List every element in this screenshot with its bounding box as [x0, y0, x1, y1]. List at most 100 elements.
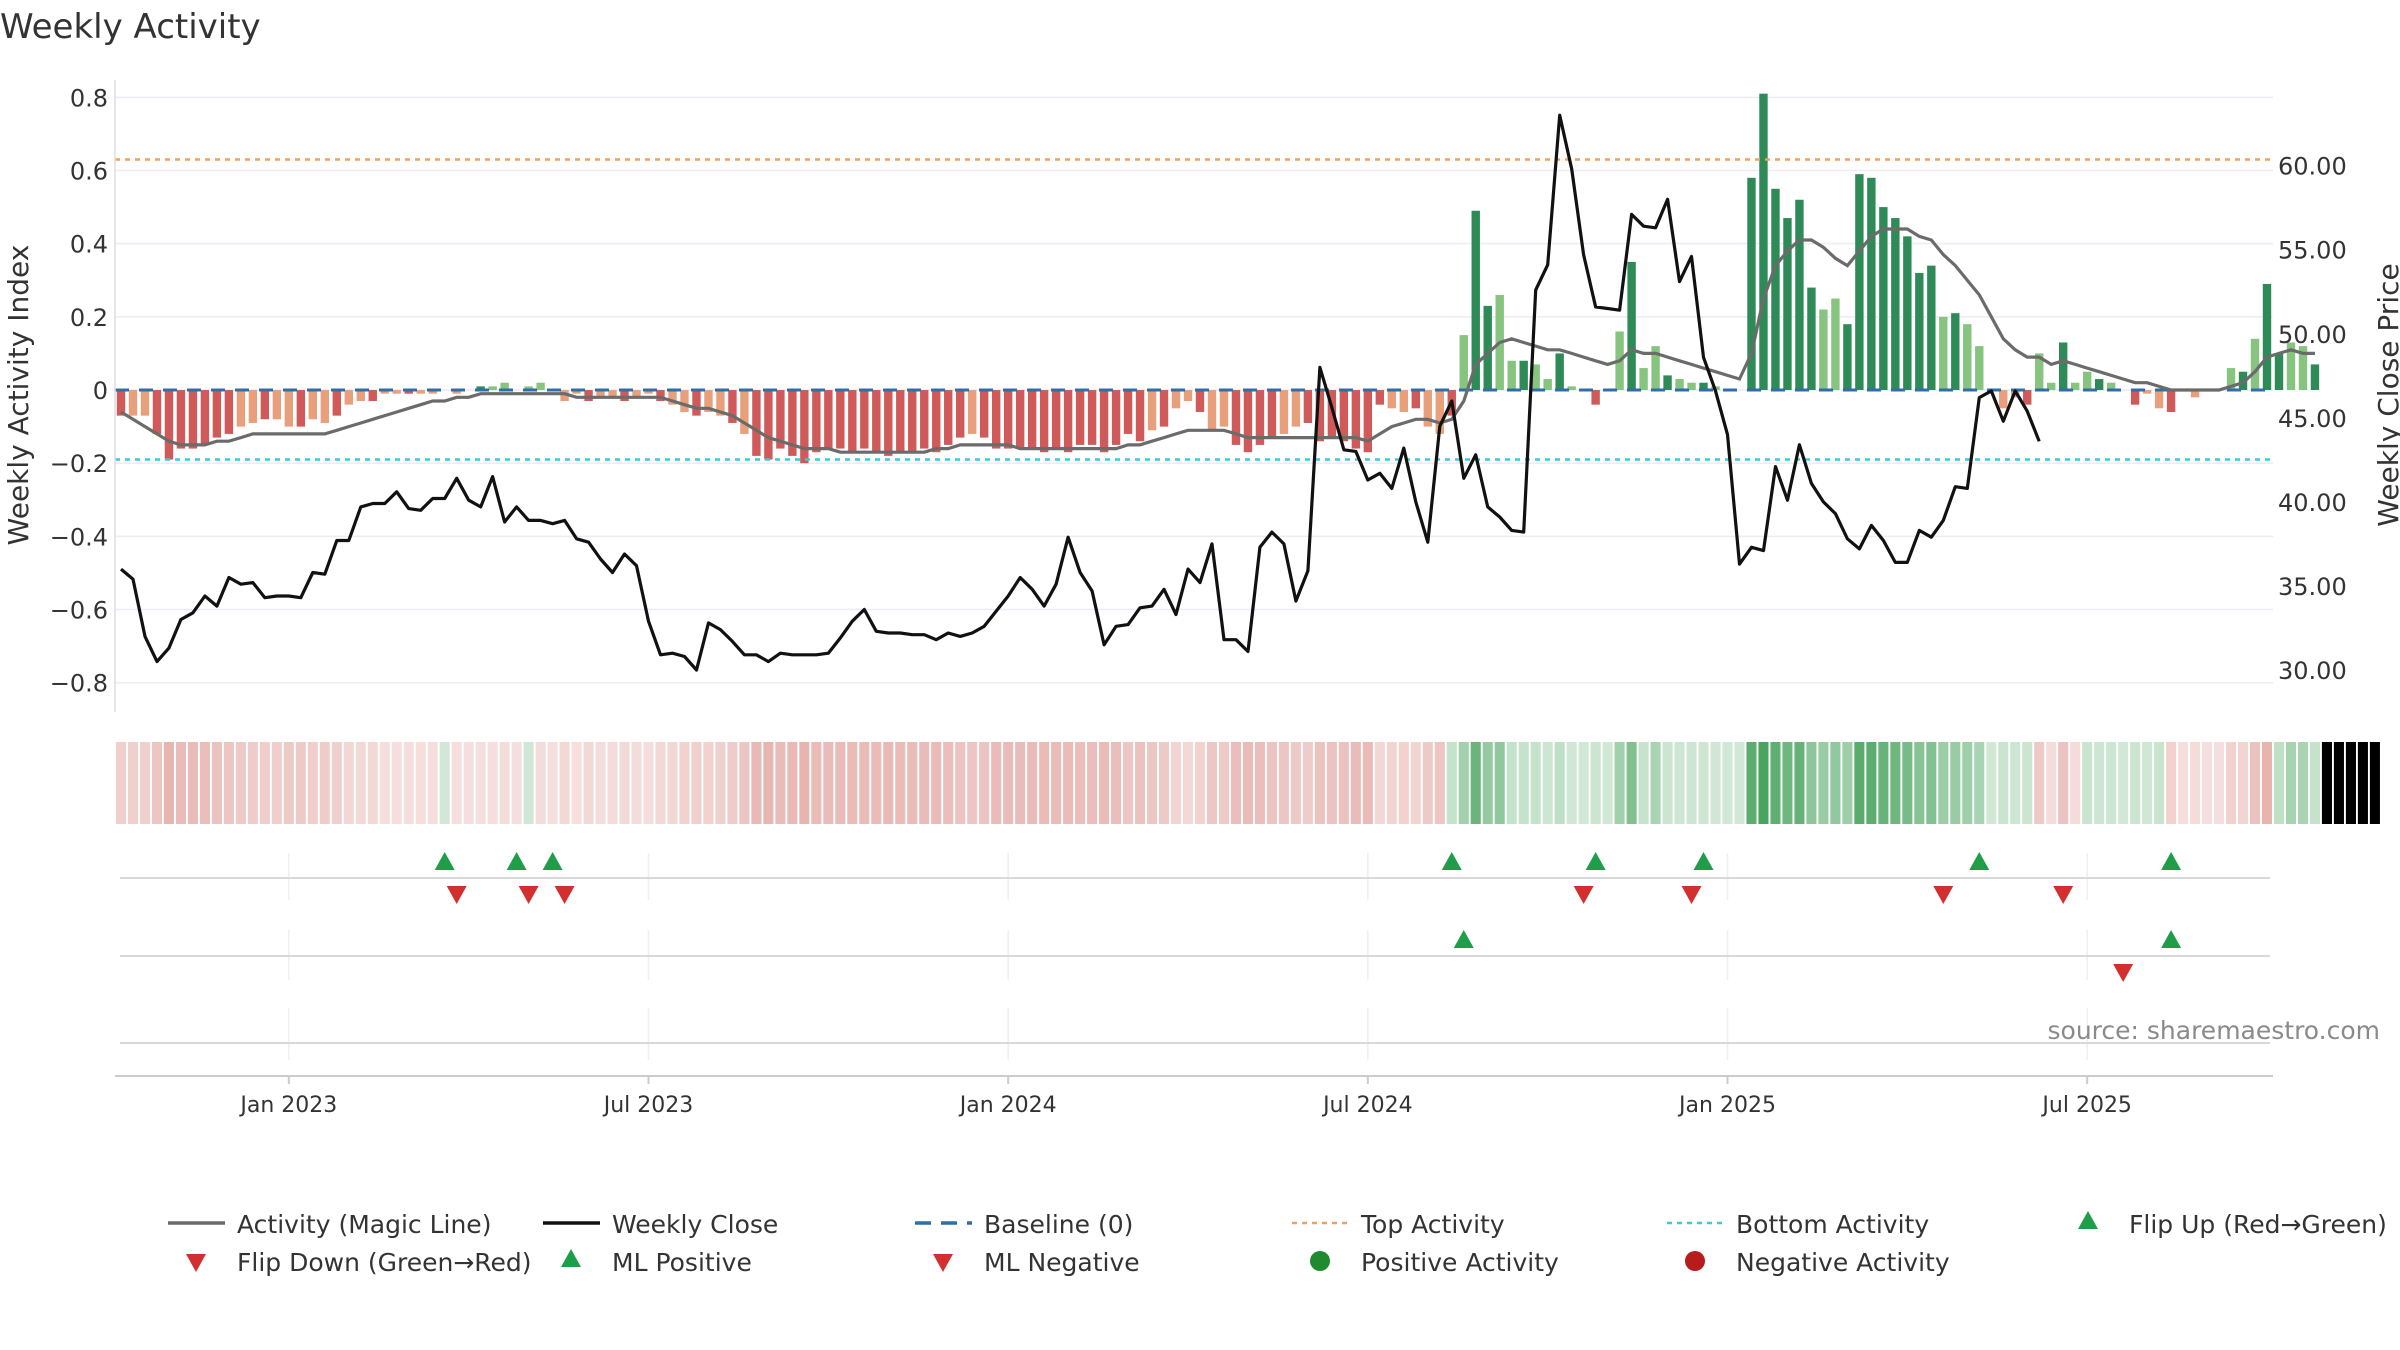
heat-cell — [1830, 742, 1841, 824]
heat-cell — [823, 742, 834, 824]
heat-cell — [2022, 742, 2033, 824]
activity-bar — [176, 390, 186, 449]
activity-bar — [1099, 390, 1109, 453]
activity-bar — [212, 390, 222, 438]
axes: 0.8 0.6 0.4 0.2 0 −0.2 −0.4 −0.6 −0.8 60.00 55.00 5… — [50, 80, 2347, 712]
heat-cell — [415, 742, 426, 824]
activity-bar — [1207, 390, 1217, 431]
heat-cell — [571, 742, 582, 824]
activity-bar — [1159, 390, 1169, 427]
heat-cell — [619, 742, 630, 824]
activity-bar — [1519, 360, 1528, 391]
heat-cell — [1722, 742, 1733, 824]
y-tick-left: −0.6 — [50, 597, 108, 625]
heat-cell — [1099, 742, 1110, 824]
x-tick-label: Jan 2023 — [238, 1093, 337, 1118]
activity-bar — [1951, 313, 1960, 391]
legend-label: Top Activity — [1360, 1210, 1505, 1239]
heat-cell — [1626, 742, 1637, 824]
heat-cell — [595, 742, 606, 824]
activity-bar — [1279, 390, 1289, 434]
activity-bar — [2023, 390, 2032, 405]
activity-bar — [1903, 236, 1912, 391]
activity-bar — [1543, 379, 1552, 391]
activity-bar — [812, 390, 821, 453]
heat-cell — [1554, 742, 1565, 824]
heat-cell — [1158, 742, 1170, 824]
heat-cell — [1746, 742, 1757, 824]
heat-cell — [1266, 742, 1277, 824]
heat-cell — [535, 742, 546, 824]
heat-cell — [1950, 742, 1961, 824]
heat-cell — [1674, 742, 1685, 824]
activity-bar — [991, 390, 1001, 449]
activity-bar — [152, 390, 162, 434]
activity-bar — [344, 390, 353, 405]
heat-cell — [703, 742, 714, 824]
activity-bar — [656, 390, 665, 401]
flip-down-marker — [518, 886, 539, 904]
activity-bar — [1267, 390, 1277, 438]
activity-heat-strip — [115, 742, 2380, 824]
heat-cell — [2058, 742, 2069, 824]
activity-bar — [1183, 390, 1193, 401]
heat-cell — [1027, 742, 1038, 824]
heat-cell — [1638, 742, 1649, 824]
flip-down-marker — [554, 886, 575, 904]
activity-bar — [1843, 324, 1852, 391]
heat-cell — [211, 742, 222, 824]
activity-bar — [1327, 390, 1337, 438]
activity-bar — [2094, 379, 2104, 391]
activity-bar — [1255, 390, 1265, 445]
heat-cell — [439, 742, 450, 824]
heat-cell — [343, 742, 354, 824]
heat-cell — [2226, 742, 2237, 824]
y-tick-right: 30.00 — [2278, 657, 2347, 685]
heat-cell — [775, 742, 786, 824]
activity-bar — [1879, 207, 1888, 391]
heat-cell — [1734, 742, 1745, 824]
ml-negative-marker — [2113, 964, 2134, 982]
activity-bar — [1639, 368, 1648, 391]
heat-cell — [1326, 742, 1337, 824]
heat-cell — [1698, 742, 1709, 824]
activity-bar — [752, 390, 761, 456]
activity-bar — [704, 390, 713, 412]
activity-bar — [908, 390, 917, 453]
activity-bar — [2250, 338, 2260, 391]
activity-bar — [776, 390, 785, 449]
activity-bar — [1003, 390, 1013, 449]
heat-cell — [307, 742, 318, 824]
heat-cell — [1518, 742, 1529, 824]
heat-cell — [1866, 742, 1877, 824]
activity-bar — [2106, 382, 2116, 391]
heat-cell — [2357, 742, 2368, 824]
activity-bar — [188, 390, 198, 449]
activity-bar — [1867, 177, 1876, 391]
legend-label: Negative Activity — [1736, 1248, 1950, 1277]
activity-bar — [1795, 199, 1804, 391]
activity-bar — [2070, 382, 2080, 391]
activity-bar — [1087, 390, 1097, 445]
y-tick-left: 0 — [93, 377, 108, 405]
legend-label: Activity (Magic Line) — [237, 1210, 491, 1239]
heat-cell — [2118, 742, 2129, 824]
heat-cell — [163, 742, 174, 824]
y-tick-right: 45.00 — [2278, 405, 2347, 433]
y-tick-right: 35.00 — [2278, 573, 2347, 601]
activity-bar — [2047, 382, 2056, 391]
heat-cell — [367, 742, 378, 824]
heat-cell — [2273, 742, 2285, 824]
heat-cell — [1230, 742, 1241, 824]
flip-up-marker — [542, 852, 563, 870]
y-tick-left: −0.8 — [50, 670, 108, 698]
activity-bar — [860, 390, 869, 449]
activity-bars — [116, 93, 2320, 464]
ml-positive-marker — [2161, 930, 2182, 948]
activity-bar — [1627, 261, 1636, 391]
activity-bar — [1507, 360, 1516, 391]
heat-cell — [1530, 742, 1541, 824]
activity-bar — [1939, 316, 1948, 391]
activity-bar — [1123, 390, 1133, 434]
activity-bar — [1783, 218, 1792, 391]
